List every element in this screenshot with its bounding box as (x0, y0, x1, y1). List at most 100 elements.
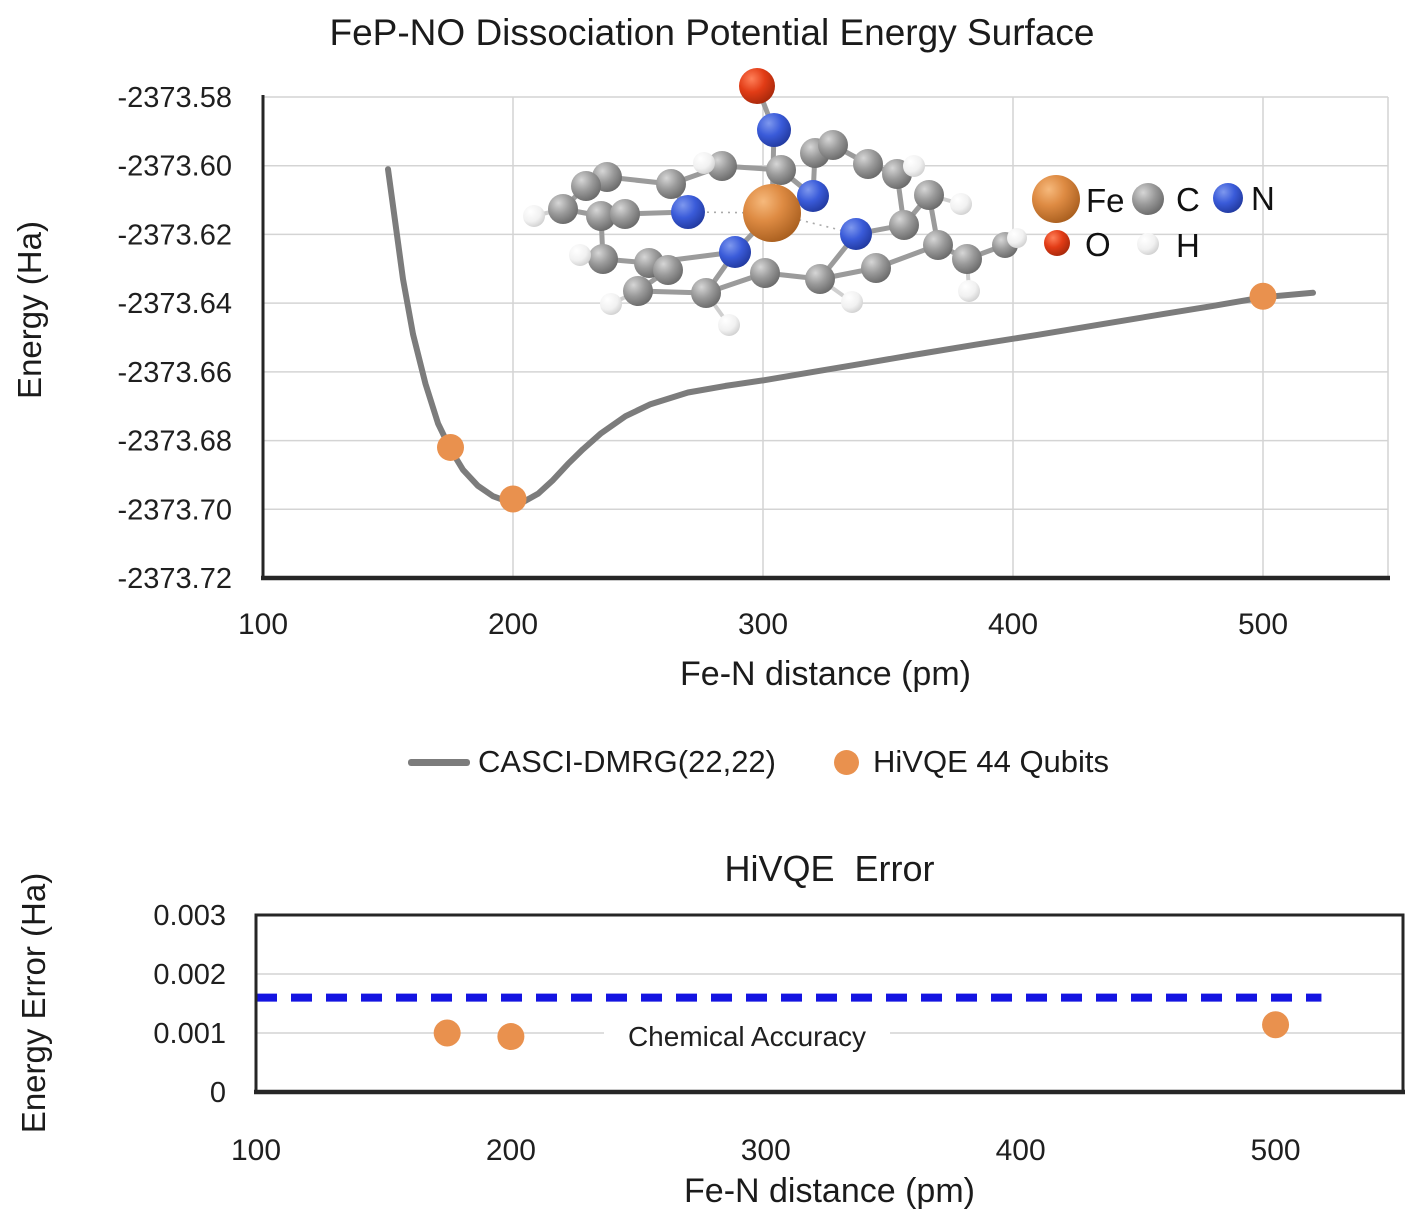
y-tick-label: -2373.64 (118, 288, 233, 320)
x-tick-label: 400 (996, 1134, 1046, 1167)
x-tick-label: 300 (741, 1134, 791, 1167)
top-chart-gridlines (263, 96, 1389, 578)
n-atom (797, 180, 829, 212)
x-tick-label: 100 (238, 608, 288, 641)
hivqe-point (499, 485, 527, 513)
c-atom (889, 210, 919, 240)
c-atom (586, 201, 616, 231)
oxygen-legend-sphere (1044, 230, 1070, 256)
c-atom (914, 180, 944, 210)
c-atom (766, 155, 796, 185)
bottom-x-axis-title: Fe-N distance (pm) (684, 1172, 975, 1210)
molecule-illustration (523, 68, 1027, 336)
n-atom (840, 218, 872, 250)
h-atom (693, 152, 715, 174)
c-atom (818, 130, 848, 160)
bottom-y-axis-title: Energy Error (Ha) (15, 872, 53, 1133)
casci-line (385, 166, 1316, 506)
y-tick-label: -2373.62 (118, 219, 233, 251)
top-chart-tick-labels: -2373.58 -2373.60 -2373.62 -2373.64 -2373.66… (118, 82, 1289, 641)
h-atom (718, 314, 740, 336)
x-tick-label: 500 (1251, 1134, 1301, 1167)
oxygen-legend-label: O (1085, 226, 1111, 263)
h-atom (958, 280, 980, 302)
x-tick-label: 100 (231, 1134, 281, 1167)
y-tick-label: -2373.72 (118, 563, 233, 595)
h-atom (523, 205, 545, 227)
y-tick-label: 0.001 (153, 1018, 226, 1050)
carbon-legend-label: C (1176, 181, 1200, 218)
y-tick-label: 0.003 (153, 900, 226, 932)
chemical-accuracy-label: Chemical Accuracy (628, 1021, 866, 1052)
fe-legend-label: Fe (1086, 182, 1125, 219)
x-tick-label: 500 (1238, 608, 1288, 641)
c-atom (861, 253, 891, 283)
atom-color-legend: Fe C N O H (1032, 175, 1275, 264)
casci-legend-label: CASCI-DMRG(22,22) (478, 744, 776, 779)
top-y-axis-title: Energy (Ha) (11, 221, 49, 399)
hivqe-error-point (1262, 1011, 1290, 1039)
x-tick-label: 300 (738, 608, 788, 641)
hivqe-point (437, 433, 464, 461)
n-atom (757, 113, 791, 147)
c-atom (548, 194, 578, 224)
bottom-y-axis-title-wrap: Energy Error (Ha) (8, 870, 60, 1135)
y-tick-label: 0.002 (153, 959, 226, 991)
c-atom (610, 199, 640, 229)
c-atom (656, 169, 686, 199)
fe-legend-sphere (1032, 175, 1080, 223)
h-atom (841, 291, 863, 313)
c-atom (805, 264, 835, 294)
nitrogen-legend-sphere (1213, 183, 1243, 213)
hivqe-data-points (437, 282, 1277, 513)
hivqe-legend-label: HiVQE 44 Qubits (873, 744, 1110, 779)
chemical-accuracy-label-bg (604, 1016, 890, 1058)
y-tick-label: -2373.58 (118, 82, 233, 114)
c-atom (691, 278, 721, 308)
casci-dmrg-curve (385, 166, 1316, 506)
hivqe-error-point (497, 1023, 525, 1051)
y-tick-label: -2373.60 (118, 151, 233, 183)
y-tick-label: -2373.68 (118, 426, 233, 458)
hydrogen-legend-sphere (1137, 233, 1159, 255)
n-atom (719, 236, 751, 268)
nitrogen-legend-label: N (1251, 180, 1275, 217)
c-atom (750, 258, 780, 288)
h-atom (903, 155, 925, 177)
c-atom (952, 244, 982, 274)
bottom-chart-axes (254, 913, 1405, 1095)
c-atom (653, 255, 683, 285)
casci-line-swatch (408, 758, 470, 766)
y-tick-label: -2373.66 (118, 357, 233, 389)
top-x-axis-title: Fe-N distance (pm) (680, 655, 971, 693)
h-atom (1007, 228, 1027, 248)
c-atom (923, 230, 953, 260)
chemical-accuracy-annotation: Chemical Accuracy (256, 993, 1322, 1058)
c-atom (571, 171, 601, 201)
series-legend: CASCI-DMRG(22,22) HiVQE 44 Qubits (408, 744, 1109, 780)
bottom-chart-title: HiVQE Error (724, 848, 935, 889)
h-atom (950, 193, 972, 215)
hivqe-dot-swatch (834, 749, 859, 775)
x-tick-label: 200 (488, 608, 538, 641)
top-y-axis-title-wrap: Energy (Ha) (4, 70, 56, 550)
c-atom (707, 151, 737, 181)
hivqe-error-point (433, 1019, 461, 1047)
c-atom (853, 149, 883, 179)
top-chart-title: FeP-NO Dissociation Potential Energy Sur… (329, 12, 1095, 53)
c-atom (623, 276, 653, 306)
hydrogen-legend-label: H (1176, 227, 1200, 264)
plot-border (254, 913, 1405, 1094)
y-tick-label: 0 (210, 1077, 226, 1109)
carbon-legend-sphere (1132, 183, 1164, 215)
bottom-hivqe-data-points (433, 1011, 1290, 1051)
h-atom (569, 244, 591, 266)
h-atom (600, 293, 622, 315)
n-atom (671, 195, 705, 229)
y-tick-label: -2373.70 (118, 494, 233, 526)
o-atom (739, 68, 775, 104)
x-tick-label: 200 (486, 1134, 536, 1167)
